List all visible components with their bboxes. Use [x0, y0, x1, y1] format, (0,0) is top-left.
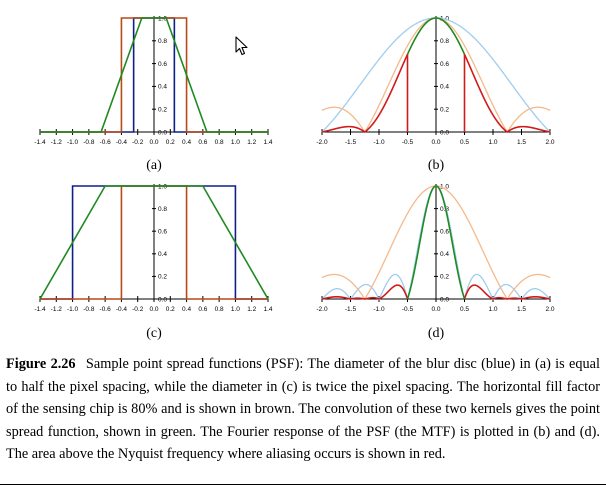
y-tick-label-a: 0.2	[158, 107, 167, 114]
x-tick-label-b: -1.0	[373, 139, 385, 146]
mtf-plot-d: -2.0 -1.5 -1.0 -0.5 0.0 0.5 1.0 1.5 2.0 0.0 0.2 0.4…	[300, 168, 606, 328]
x-tick-label-c: 0.2	[166, 306, 175, 313]
y-tick-label-c: 0.8	[158, 206, 167, 213]
y-tick-label-c: 0.6	[158, 229, 167, 236]
psf-plot-c: -1.4 -1.2 -1.0 -0.8 -0.6 -0.4 -0.2 0.0 0.2 0.4 0.6…	[0, 168, 300, 328]
y-tick-label-d: 0.0	[440, 296, 449, 303]
x-tick-label-c: 1.4	[263, 306, 272, 313]
x-tick-label-a: -0.2	[132, 139, 144, 146]
caption-text: Sample point spread functions (PSF): The…	[6, 356, 600, 463]
x-tick-label-b: -2.0	[316, 139, 328, 146]
x-tick-label-b: 0.0	[431, 139, 440, 146]
mtf-plot-d-svg: -2.0 -1.5 -1.0 -0.5 0.0 0.5 1.0 1.5 2.0 0.0 0.2 0.4…	[316, 183, 554, 313]
psf-plot-c-svg: -1.4 -1.2 -1.0 -0.8 -0.6 -0.4 -0.2 0.0 0.2 0.4 0.6…	[34, 183, 272, 313]
x-tick-label-c: -0.2	[132, 306, 144, 313]
x-tick-label-a: 0.2	[166, 139, 175, 146]
psf-mtf-curve-d	[406, 185, 466, 300]
y-tick-label-b: 0.0	[440, 129, 449, 136]
y-tick-label-d: 0.4	[440, 251, 449, 258]
x-tick-label-a: -1.2	[51, 139, 63, 146]
y-tick-label-a: 0.8	[158, 38, 167, 45]
x-tick-label-a: -1.0	[67, 139, 79, 146]
panel-label-d: (d)	[427, 326, 445, 341]
y-tick-label-b: 0.8	[440, 38, 449, 45]
x-tick-label-a: 0.0	[149, 139, 158, 146]
panel-label-a: (a)	[146, 158, 162, 173]
y-tick-label-c: 0.4	[158, 251, 167, 258]
x-tick-label-c: -0.4	[116, 306, 128, 313]
y-tick-label-c: 1.0	[158, 183, 167, 190]
y-tick-label-d: 0.6	[440, 229, 449, 236]
x-tick-label-c: -1.2	[51, 306, 63, 313]
x-tick-label-a: -0.6	[100, 139, 112, 146]
x-tick-label-b: -0.5	[402, 139, 414, 146]
y-tick-label-c: 0.0	[158, 296, 167, 303]
x-tick-label-d: 1.5	[517, 306, 526, 313]
x-tick-label-d: 2.0	[545, 306, 554, 313]
alias-left-curve-b	[321, 53, 409, 134]
x-tick-label-d: 0.0	[431, 306, 440, 313]
x-tick-label-c: 0.6	[198, 306, 207, 313]
panel-label-b: (b)	[427, 158, 445, 173]
y-tick-label-b: 0.4	[440, 84, 449, 91]
x-tick-label-d: -0.5	[402, 306, 414, 313]
x-tick-label-c: -1.4	[34, 306, 46, 313]
x-tick-label-d: 1.0	[488, 306, 497, 313]
x-tick-label-a: 0.4	[182, 139, 191, 146]
psf-mtf-curve-b	[406, 17, 466, 55]
x-tick-label-c: -0.6	[100, 306, 112, 313]
x-tick-label-c: 1.0	[231, 306, 240, 313]
x-tick-label-c: -0.8	[83, 306, 95, 313]
y-tick-label-d: 0.2	[440, 274, 449, 281]
y-tick-label-a: 0.6	[158, 61, 167, 68]
x-tick-label-d: 0.5	[460, 306, 469, 313]
y-tick-label-d: 1.0	[440, 183, 449, 190]
figure-number: Figure 2.26	[6, 356, 76, 372]
y-tick-label-c: 0.2	[158, 274, 167, 281]
x-tick-label-a: 1.2	[247, 139, 256, 146]
alias-right-curve-b	[463, 53, 551, 134]
psf-plot-a-svg: -1.4 -1.2 -1.0 -0.8 -0.6 -0.4 -0.2 0.0 0.2 0.4 0.6…	[34, 15, 272, 146]
mouse-pointer-icon	[235, 36, 249, 61]
x-tick-label-b: 1.5	[517, 139, 526, 146]
x-tick-label-b: 0.5	[460, 139, 469, 146]
x-tick-label-a: 1.0	[231, 139, 240, 146]
mtf-plot-b: -2.0 -1.5 -1.0 -0.5 0.0 0.5 1.0 1.5 2.0 0.0 0.2 0.4…	[300, 0, 606, 160]
x-tick-label-c: 0.8	[215, 306, 224, 313]
x-tick-label-a: 0.6	[198, 139, 207, 146]
figure-caption: Figure 2.26 Sample point spread function…	[6, 353, 600, 466]
x-tick-label-d: -2.0	[316, 306, 328, 313]
psf-plot-a: -1.4 -1.2 -1.0 -0.8 -0.6 -0.4 -0.2 0.0 0.2 0.4 0.6…	[0, 0, 300, 160]
x-tick-label-c: 1.2	[247, 306, 256, 313]
x-tick-label-b: -1.5	[345, 139, 357, 146]
x-tick-label-d: -1.0	[373, 306, 385, 313]
y-tick-label-b: 0.2	[440, 107, 449, 114]
y-tick-label-b: 0.6	[440, 61, 449, 68]
bottom-rule	[0, 484, 606, 485]
mtf-plot-b-svg: -2.0 -1.5 -1.0 -0.5 0.0 0.5 1.0 1.5 2.0 0.0 0.2 0.4…	[316, 15, 554, 146]
x-tick-label-a: 1.4	[263, 139, 272, 146]
x-tick-label-d: -1.5	[345, 306, 357, 313]
y-tick-label-a: 0.0	[158, 129, 167, 136]
x-tick-label-c: -1.0	[67, 306, 79, 313]
x-tick-label-a: -0.8	[83, 139, 95, 146]
x-tick-label-c: 0.4	[182, 306, 191, 313]
green-conv-curve-a	[40, 17, 268, 133]
green-conv-curve-c	[39, 185, 269, 300]
x-tick-label-a: -1.4	[34, 139, 46, 146]
y-tick-label-a: 0.4	[158, 84, 167, 91]
alias-left-curve-d	[321, 284, 409, 300]
y-tick-label-d: 0.8	[440, 206, 449, 213]
x-tick-label-a: -0.4	[116, 139, 128, 146]
alias-right-curve-d	[463, 284, 551, 300]
x-tick-label-c: 0.0	[149, 306, 158, 313]
x-tick-label-a: 0.8	[215, 139, 224, 146]
x-tick-label-b: 1.0	[488, 139, 497, 146]
panel-label-c: (c)	[146, 326, 162, 341]
x-tick-label-b: 2.0	[545, 139, 554, 146]
